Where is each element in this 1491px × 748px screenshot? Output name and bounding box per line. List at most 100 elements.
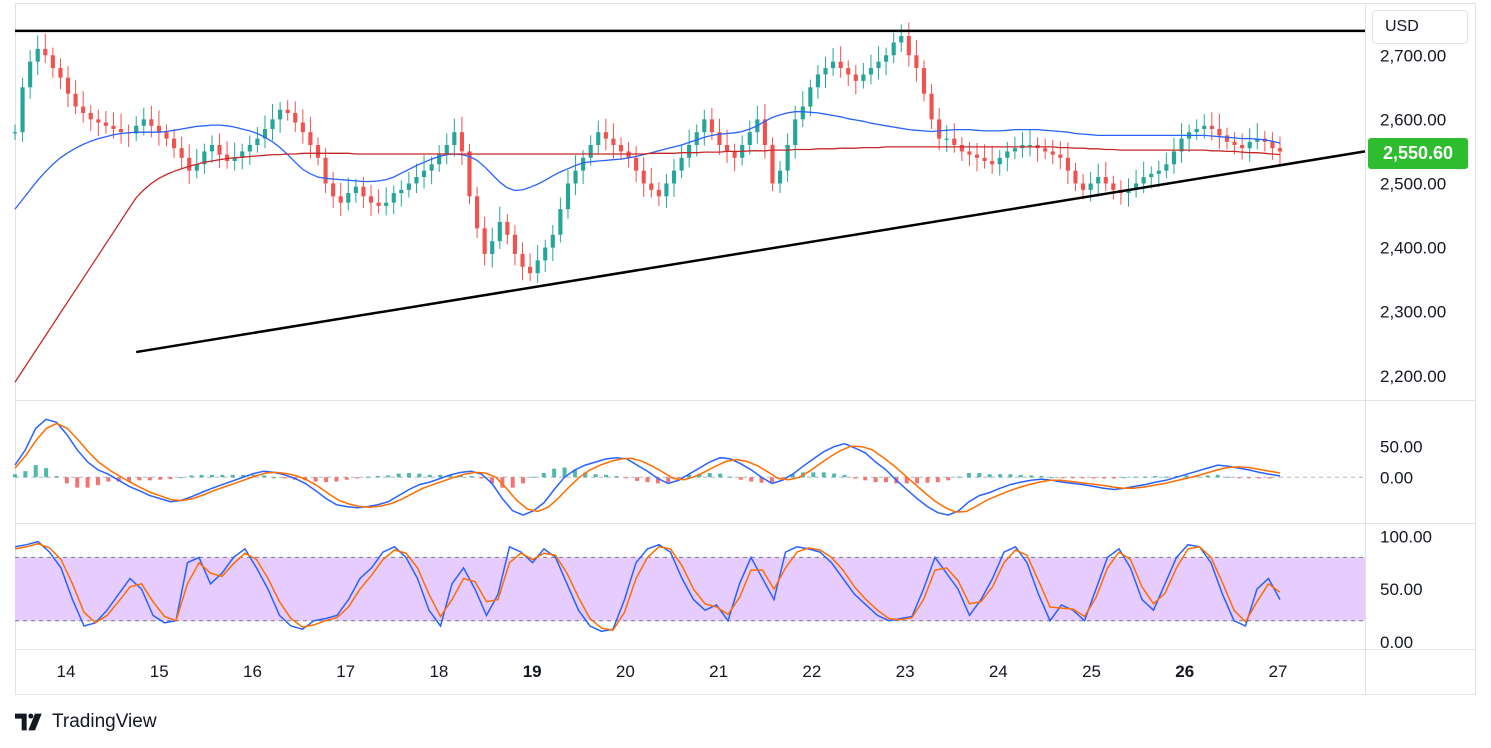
candle-body	[565, 183, 571, 210]
candle-body	[194, 164, 199, 171]
macd-histogram-bar	[977, 472, 982, 478]
macd-histogram-bar	[521, 477, 526, 484]
macd-histogram-bar	[624, 477, 629, 479]
price-axis[interactable]: 2,700.00 2,600.00 2,500.00 2,400.00 2,300.00…	[1380, 46, 1446, 652]
candle-body	[217, 145, 222, 155]
candle-body	[914, 55, 919, 69]
candle-body	[300, 122, 305, 133]
candle-body	[535, 260, 540, 274]
rsi-band	[15, 557, 1365, 621]
candle-body	[990, 161, 995, 165]
candle-body	[384, 202, 389, 206]
candle-body	[1232, 141, 1237, 145]
candle-body	[12, 132, 18, 134]
candle-body	[35, 48, 40, 62]
macd-histogram-bar	[552, 468, 557, 478]
macd-histogram-bar	[998, 474, 1003, 478]
macd-histogram-bar	[987, 474, 992, 478]
macd-histogram-bar	[106, 477, 111, 482]
candle-body	[437, 154, 442, 165]
candle-body	[1073, 170, 1078, 184]
candle-body	[1005, 151, 1010, 158]
macd-histogram-bar	[966, 472, 971, 478]
macd-histogram-bar	[915, 477, 920, 484]
macd-histogram-bar	[883, 477, 888, 483]
candle-body	[1027, 145, 1033, 147]
macd-histogram-bar	[1070, 477, 1075, 479]
candle-body	[293, 112, 298, 123]
macd-histogram-bar	[541, 472, 546, 478]
candle-body	[1179, 138, 1184, 152]
macd-histogram-bar	[386, 475, 391, 478]
macd-histogram-bar	[1039, 476, 1044, 478]
macd-histogram-bar	[44, 468, 49, 478]
time-tick-label: 26	[1175, 662, 1194, 681]
candle-body	[353, 186, 358, 194]
stoch-d-line	[14, 542, 1281, 632]
candle-body	[28, 61, 33, 88]
candle-body	[808, 87, 813, 107]
candle-body	[1156, 170, 1161, 174]
candle-body	[1209, 125, 1214, 129]
macd-histogram-bar	[210, 474, 215, 478]
candle-body	[1126, 189, 1131, 194]
panel-frames	[15, 3, 1476, 695]
candle-body	[323, 157, 328, 184]
price-tick-label: 2,500.00	[1380, 174, 1446, 193]
candle-body	[717, 132, 722, 145]
candle-body	[1134, 183, 1139, 190]
macd-histogram-bar	[676, 477, 681, 479]
macd-histogram-bar	[531, 476, 536, 478]
candle-body	[709, 119, 714, 133]
candle-body	[1194, 128, 1199, 133]
time-tick-label: 27	[1269, 662, 1288, 681]
rsi-tick-label: 0.00	[1380, 633, 1413, 652]
macd-histogram-bar	[500, 477, 505, 488]
candle-body	[1141, 177, 1146, 184]
time-tick-label: 17	[336, 662, 355, 681]
candle-body	[815, 74, 821, 88]
macd-histogram-bar	[479, 477, 484, 479]
candle-body	[1103, 177, 1108, 184]
macd-histogram-bar	[832, 473, 837, 478]
candle-body	[474, 196, 480, 229]
candle-body	[671, 170, 677, 184]
currency-label[interactable]: USD	[1372, 10, 1468, 44]
time-tick-label: 23	[896, 662, 915, 681]
macd-histogram-bar	[344, 477, 349, 480]
macd-histogram-bar	[821, 472, 826, 478]
macd-histogram-bar	[738, 477, 743, 480]
candle-body	[118, 128, 124, 133]
candle-body	[573, 170, 578, 184]
candle-body	[528, 266, 533, 274]
candle-body	[1171, 151, 1177, 165]
macd-histogram-bar	[313, 477, 318, 482]
candle-body	[929, 93, 934, 120]
time-axis[interactable]: 14 15 16 17 18 19 20 21 22 23 24 25 26 27	[57, 662, 1288, 681]
macd-histogram-bar	[407, 472, 412, 478]
candle-body	[588, 145, 593, 158]
macd-histogram-bar	[686, 474, 691, 478]
macd-histogram-bar	[790, 474, 795, 478]
macd-histogram-bar	[75, 477, 80, 488]
macd-line	[14, 418, 1281, 516]
macd-histogram-bar	[427, 474, 432, 478]
macd-histogram-bar	[13, 474, 17, 478]
macd-histogram-bar	[261, 475, 266, 478]
macd-histogram-bar	[1091, 477, 1096, 479]
candle-body	[906, 36, 911, 56]
macd-tick-label: 50.00	[1380, 438, 1423, 457]
candle-body	[664, 183, 669, 197]
candle-body	[876, 61, 881, 69]
candle-body	[611, 138, 616, 145]
macd-histogram-bar	[614, 476, 619, 478]
candle-body	[853, 74, 858, 81]
tradingview-brand[interactable]: TradingView	[15, 708, 157, 736]
candle-body	[134, 125, 139, 134]
candle-body	[111, 125, 116, 129]
candle-body	[65, 77, 71, 94]
macd-histogram-bar	[666, 477, 671, 483]
price-tick-label: 2,300.00	[1380, 303, 1446, 322]
macd-histogram-bar	[707, 472, 712, 478]
